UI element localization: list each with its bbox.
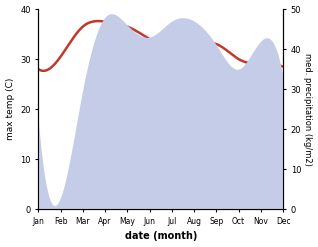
- Y-axis label: max temp (C): max temp (C): [5, 78, 15, 140]
- X-axis label: date (month): date (month): [125, 231, 197, 242]
- Y-axis label: med. precipitation (kg/m2): med. precipitation (kg/m2): [303, 53, 313, 165]
